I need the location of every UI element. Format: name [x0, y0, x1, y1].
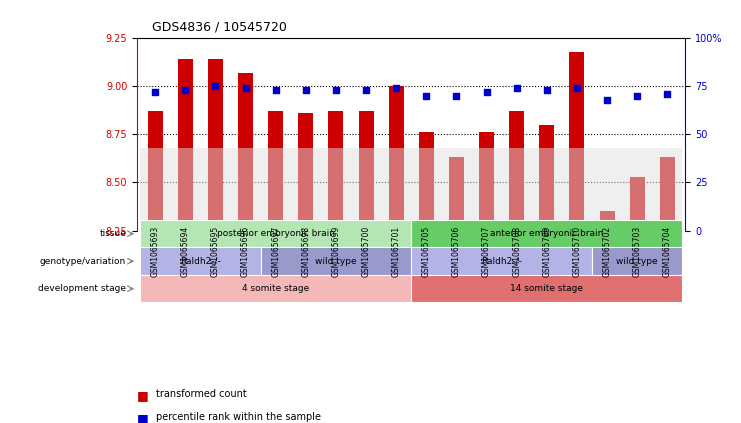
- Text: development stage: development stage: [38, 284, 126, 293]
- Text: percentile rank within the sample: percentile rank within the sample: [156, 412, 321, 423]
- Text: genotype/variation: genotype/variation: [40, 257, 126, 266]
- Text: ■: ■: [137, 412, 149, 423]
- Bar: [389, 86, 404, 231]
- Text: Raldh2-/-: Raldh2-/-: [180, 257, 221, 266]
- Bar: [268, 111, 283, 231]
- Point: [391, 85, 402, 91]
- Bar: [442, 148, 471, 220]
- Bar: [147, 111, 163, 231]
- Bar: [140, 275, 411, 302]
- Bar: [532, 148, 562, 220]
- Point: [420, 93, 432, 99]
- Point: [571, 85, 583, 91]
- Bar: [178, 59, 193, 231]
- Text: Raldh2-/-: Raldh2-/-: [481, 257, 522, 266]
- Point: [149, 88, 161, 95]
- Bar: [261, 247, 411, 275]
- Point: [360, 87, 372, 93]
- Bar: [140, 220, 411, 247]
- Point: [541, 87, 553, 93]
- Bar: [562, 148, 592, 220]
- Bar: [622, 148, 652, 220]
- Bar: [170, 148, 200, 220]
- Point: [481, 88, 493, 95]
- Bar: [502, 148, 532, 220]
- Point: [511, 85, 522, 91]
- Bar: [290, 148, 321, 220]
- Text: posterior embryonic brain: posterior embryonic brain: [216, 229, 335, 238]
- Bar: [351, 148, 381, 220]
- Text: transformed count: transformed count: [156, 389, 246, 399]
- Bar: [411, 275, 682, 302]
- Point: [330, 87, 342, 93]
- Bar: [599, 211, 614, 231]
- Bar: [592, 247, 682, 275]
- Bar: [411, 148, 442, 220]
- Bar: [140, 148, 170, 220]
- Point: [300, 87, 312, 93]
- Bar: [299, 113, 313, 231]
- Bar: [509, 111, 524, 231]
- Bar: [419, 132, 433, 231]
- Bar: [569, 52, 585, 231]
- Bar: [659, 157, 675, 231]
- Text: 4 somite stage: 4 somite stage: [242, 284, 309, 293]
- Text: GDS4836 / 10545720: GDS4836 / 10545720: [152, 21, 287, 34]
- Bar: [630, 177, 645, 231]
- Text: anterior embryonic brain: anterior embryonic brain: [490, 229, 603, 238]
- Point: [451, 93, 462, 99]
- Bar: [140, 247, 261, 275]
- Bar: [230, 148, 261, 220]
- Bar: [381, 148, 411, 220]
- Text: wild type: wild type: [617, 257, 658, 266]
- Bar: [449, 157, 464, 231]
- Bar: [238, 73, 253, 231]
- Point: [662, 91, 674, 97]
- Bar: [652, 148, 682, 220]
- Bar: [208, 59, 223, 231]
- Text: wild type: wild type: [315, 257, 356, 266]
- Bar: [261, 148, 290, 220]
- Bar: [328, 111, 344, 231]
- Point: [179, 87, 191, 93]
- Bar: [539, 125, 554, 231]
- Text: 14 somite stage: 14 somite stage: [511, 284, 583, 293]
- Point: [601, 96, 613, 103]
- Text: ■: ■: [137, 389, 149, 402]
- Bar: [411, 247, 592, 275]
- Bar: [321, 148, 351, 220]
- Bar: [592, 148, 622, 220]
- Bar: [359, 111, 373, 231]
- Bar: [479, 132, 494, 231]
- Point: [239, 85, 251, 91]
- Point: [210, 83, 222, 90]
- Bar: [411, 220, 682, 247]
- Bar: [200, 148, 230, 220]
- Bar: [471, 148, 502, 220]
- Text: tissue: tissue: [99, 229, 126, 238]
- Point: [631, 93, 643, 99]
- Point: [270, 87, 282, 93]
